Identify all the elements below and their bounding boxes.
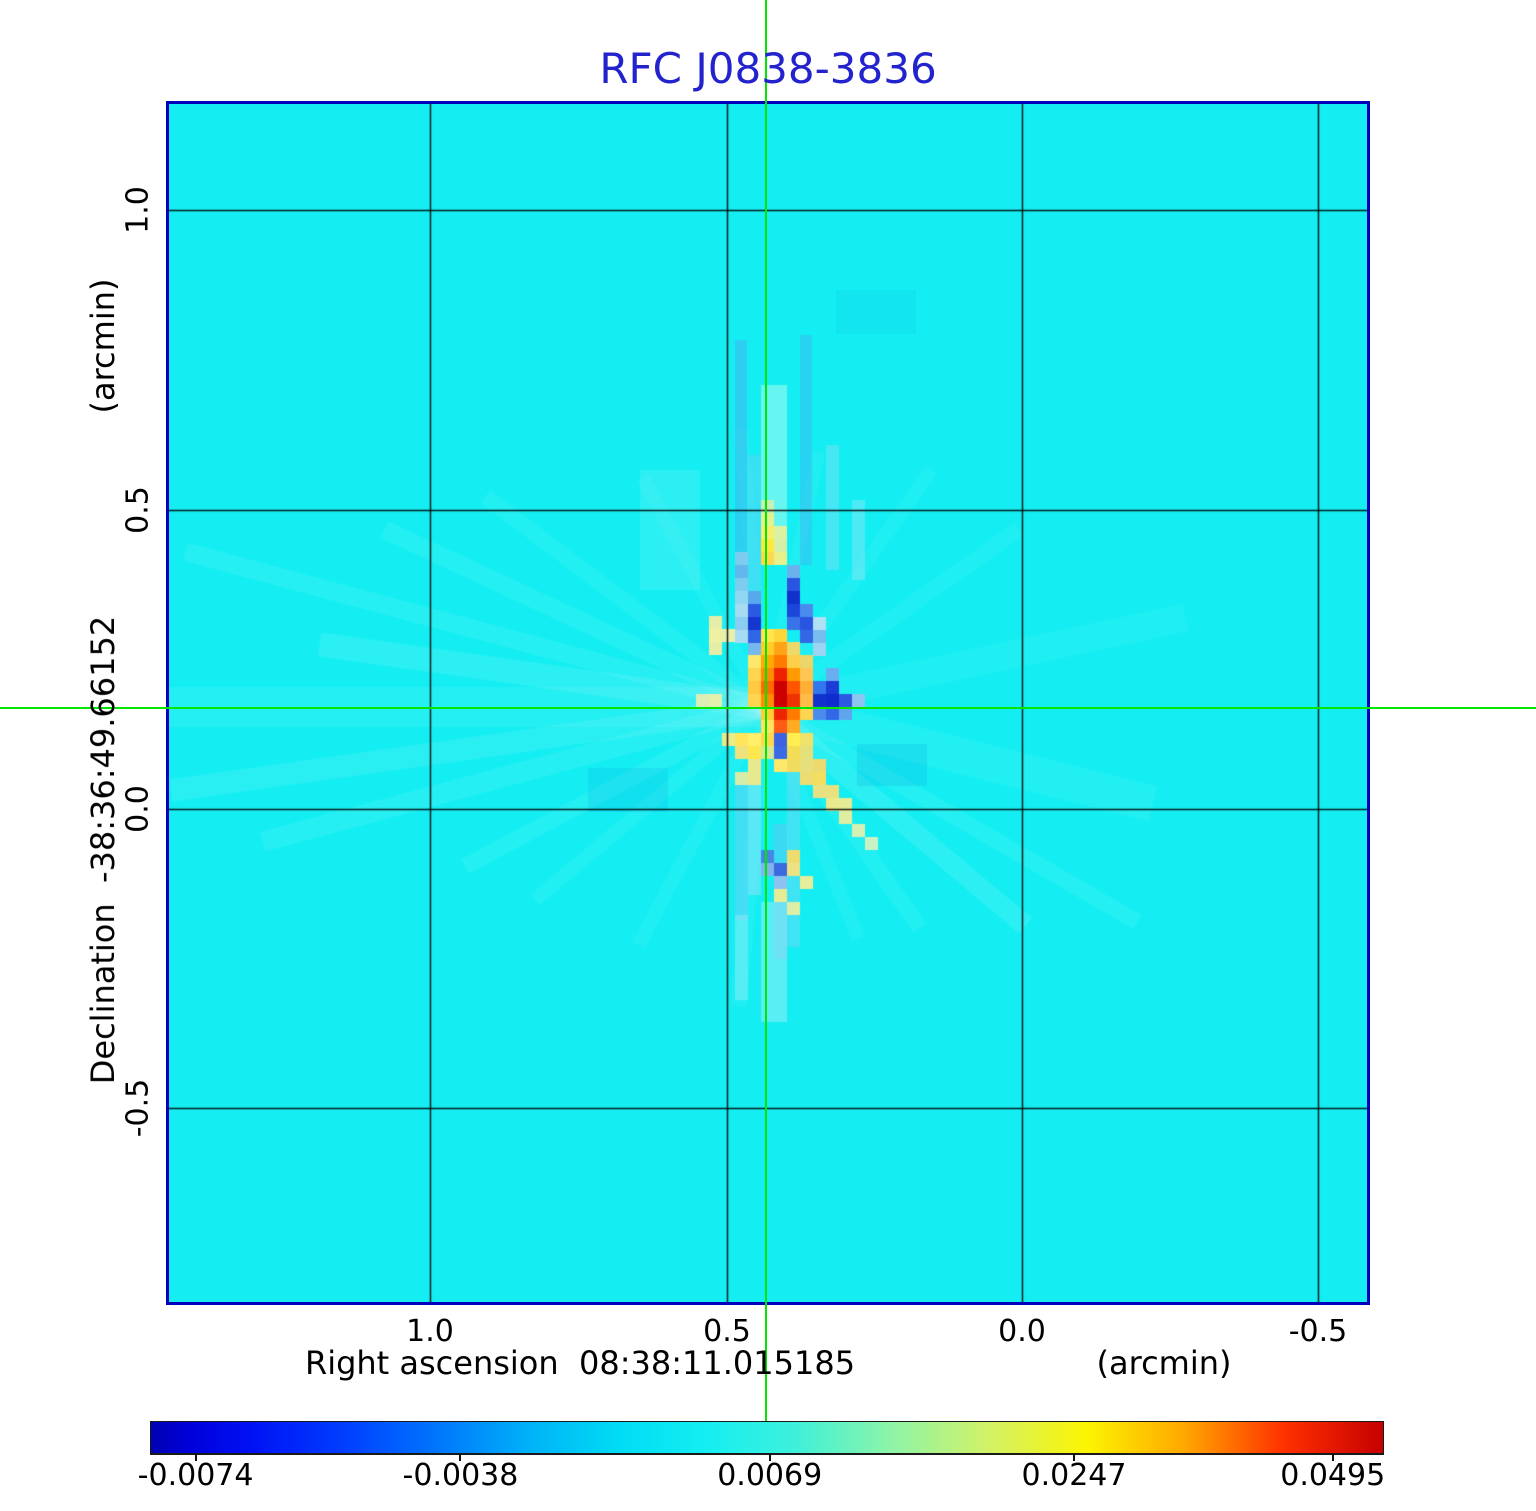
sky-map-canvas [169, 104, 1367, 1302]
colorbar-tick [1331, 1454, 1334, 1461]
sky-map-frame [166, 101, 1370, 1305]
colorbar-tick [1073, 1454, 1075, 1461]
x-axis-unit-label: (arcmin) [1096, 1344, 1232, 1382]
y-tick-label: -0.5 [120, 1078, 156, 1138]
x-axis-title: Right ascension 08:38:11.015185 [304, 1344, 856, 1382]
figure-title: RFC J0838-3836 [599, 44, 937, 93]
colorbar-tick-label: -0.0074 [137, 1458, 254, 1493]
colorbar-tick-label: 0.0495 [1280, 1458, 1386, 1493]
y-tick-label: 0.0 [120, 785, 156, 833]
colorbar-tick-label: 0.0069 [717, 1458, 823, 1493]
colorbar-gradient [150, 1421, 1384, 1455]
y-axis-unit-label: (arcmin) [84, 278, 122, 414]
x-tick-label: 0.0 [998, 1314, 1046, 1349]
colorbar-tick [459, 1454, 462, 1461]
crosshair-vertical-line [765, 0, 767, 1421]
y-tick-label: 0.5 [120, 486, 156, 534]
colorbar-tick [768, 1454, 771, 1461]
x-tick-label: -0.5 [1288, 1314, 1348, 1349]
x-tick-label: 1.0 [406, 1314, 454, 1349]
y-axis-title: Declination -38:36:49.66152 [84, 615, 122, 1085]
colorbar-tick-label: -0.0038 [402, 1458, 519, 1493]
x-tick-label: 0.5 [703, 1314, 751, 1349]
y-tick-label: 1.0 [120, 186, 156, 234]
colorbar-tick [194, 1454, 197, 1461]
colorbar-tick-label: 0.0247 [1021, 1458, 1127, 1493]
crosshair-horizontal-line [0, 707, 1536, 709]
